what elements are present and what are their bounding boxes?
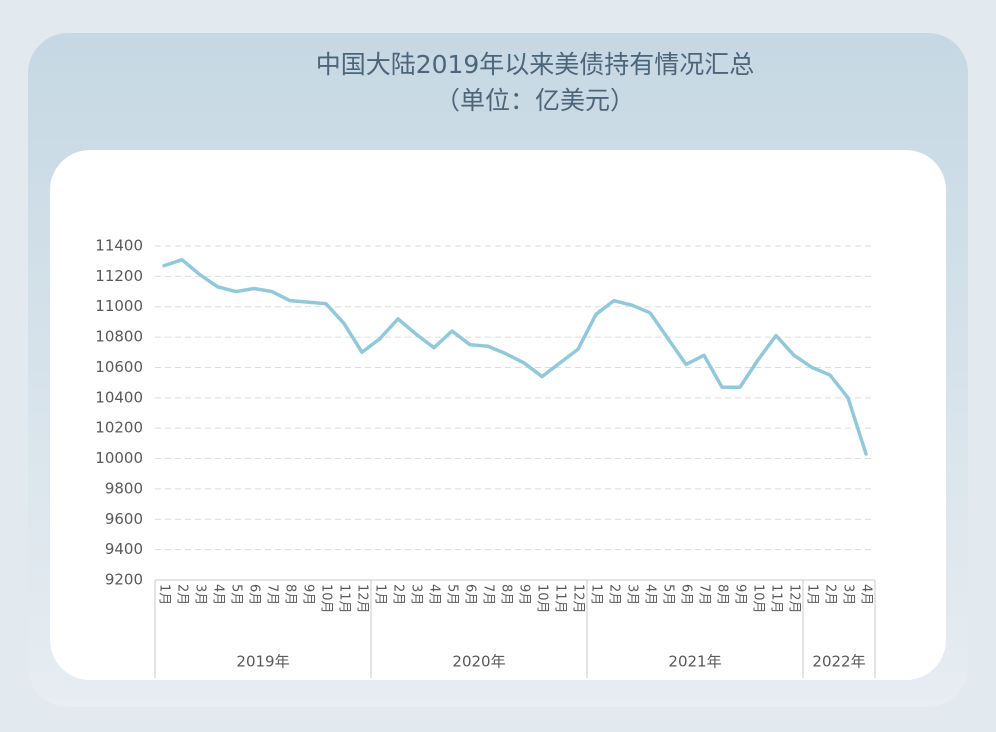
- x-tick-label: 3月: [841, 584, 856, 605]
- x-tick-label: 8月: [499, 584, 514, 605]
- y-tick-label: 10000: [95, 449, 143, 467]
- y-tick-label: 9200: [105, 571, 143, 589]
- x-tick-label: 6月: [247, 584, 262, 605]
- x-tick-label: 2月: [607, 584, 622, 605]
- x-tick-label: 2月: [175, 584, 190, 605]
- x-tick-label: 10月: [751, 584, 766, 614]
- x-tick-label: 3月: [193, 584, 208, 605]
- x-tick-label: 4月: [427, 584, 442, 605]
- y-tick-label: 10400: [95, 388, 143, 406]
- x-tick-label: 7月: [265, 584, 280, 605]
- y-tick-label: 11400: [95, 237, 143, 255]
- y-tick-label: 9600: [105, 510, 143, 528]
- x-tick-label: 10月: [535, 584, 550, 614]
- x-tick-label: 12月: [571, 584, 586, 614]
- x-tick-label: 4月: [211, 584, 226, 605]
- x-tick-label: 6月: [679, 584, 694, 605]
- x-tick-label: 7月: [697, 584, 712, 605]
- y-tick-label: 10800: [95, 328, 143, 346]
- x-tick-label: 11月: [337, 584, 352, 614]
- y-tick-label: 10200: [95, 419, 143, 437]
- x-tick-label: 6月: [463, 584, 478, 605]
- x-tick-label: 10月: [319, 584, 334, 614]
- x-tick-label: 3月: [625, 584, 640, 605]
- x-tick-label: 1月: [373, 584, 388, 605]
- x-tick-label: 3月: [409, 584, 424, 605]
- x-tick-label: 4月: [859, 584, 874, 605]
- x-tick-label: 9月: [733, 584, 748, 605]
- x-tick-label: 7月: [481, 584, 496, 605]
- y-tick-label: 11200: [95, 267, 143, 285]
- y-tick-label: 11000: [95, 297, 143, 315]
- x-tick-label: 5月: [229, 584, 244, 605]
- x-tick-label: 5月: [445, 584, 460, 605]
- x-tick-label: 1月: [157, 584, 172, 605]
- x-tick-label: 11月: [769, 584, 784, 614]
- x-tick-label: 5月: [661, 584, 676, 605]
- x-group-label: 2019年: [236, 653, 289, 671]
- x-tick-label: 12月: [787, 584, 802, 614]
- x-tick-label: 1月: [805, 584, 820, 605]
- plot-card: [50, 150, 946, 680]
- x-tick-label: 8月: [715, 584, 730, 605]
- x-tick-label: 4月: [643, 584, 658, 605]
- x-group-label: 2021年: [668, 653, 721, 671]
- x-group-label: 2022年: [812, 653, 865, 671]
- x-tick-label: 12月: [355, 584, 370, 614]
- x-tick-label: 11月: [553, 584, 568, 614]
- x-group-label: 2020年: [452, 653, 505, 671]
- chart-title: 中国大陆2019年以来美债持有情况汇总: [316, 50, 755, 79]
- x-tick-label: 9月: [517, 584, 532, 605]
- chart-subtitle: （单位：亿美元）: [435, 86, 635, 115]
- y-tick-label: 9400: [105, 540, 143, 558]
- data-line: [162, 257, 868, 456]
- x-tick-label: 1月: [589, 584, 604, 605]
- y-tick-label: 10600: [95, 358, 143, 376]
- y-tick-label: 9800: [105, 479, 143, 497]
- x-tick-label: 9月: [301, 584, 316, 605]
- x-tick-label: 8月: [283, 584, 298, 605]
- x-tick-label: 2月: [823, 584, 838, 605]
- x-tick-label: 2月: [391, 584, 406, 605]
